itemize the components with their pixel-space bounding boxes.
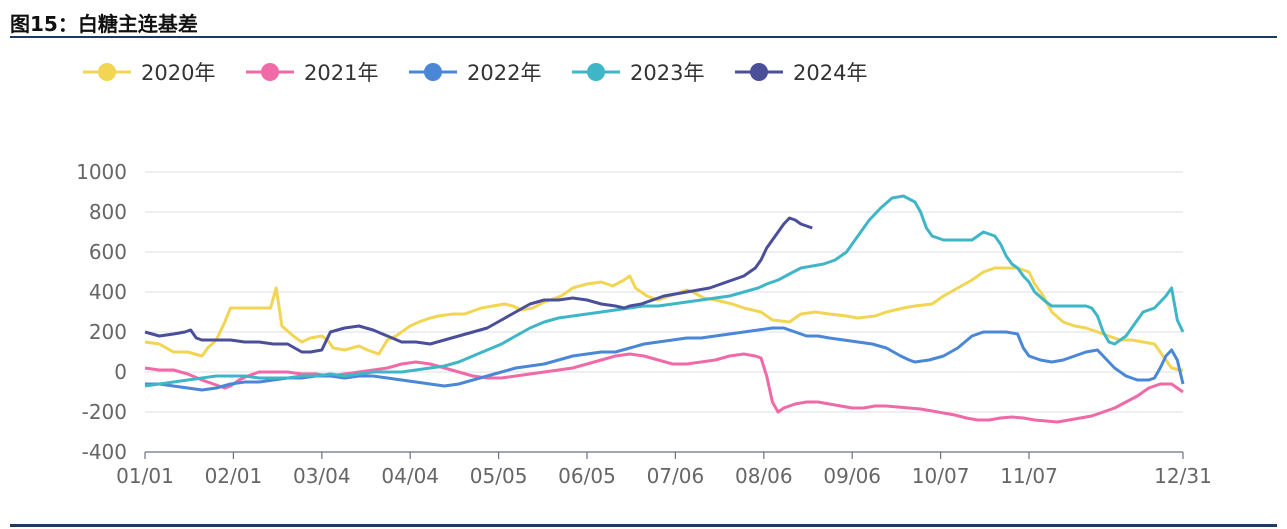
y-tick-label: 600 <box>89 240 127 264</box>
x-tick-label: 06/05 <box>558 464 616 488</box>
x-tick-label: 09/06 <box>823 464 881 488</box>
legend-swatch-dot <box>98 63 116 81</box>
legend-swatch-dot <box>261 63 279 81</box>
legend-item-1[interactable]: 2021年 <box>246 61 378 85</box>
legend-swatch-dot <box>587 63 605 81</box>
series-line-3 <box>144 194 1185 388</box>
x-tick-label: 10/07 <box>912 464 970 488</box>
x-tick-label: 12/31 <box>1154 464 1212 488</box>
x-tick-label: 11/07 <box>1000 464 1058 488</box>
x-tick-label: 02/01 <box>205 464 263 488</box>
legend-swatch-dot <box>750 63 768 81</box>
series-layer <box>144 194 1185 424</box>
legend-item-4[interactable]: 2024年 <box>735 61 867 85</box>
x-tick-label: 03/04 <box>293 464 351 488</box>
y-tick-label: -200 <box>82 400 127 424</box>
page-title: 图15：白糖主连基差 <box>10 12 198 36</box>
axes: -400 -200 0 200 400 600 800 1000 01/01 02/01 03/04… <box>76 160 1212 488</box>
legend-item-0[interactable]: 2020年 <box>83 61 215 85</box>
series-line-2 <box>145 326 1185 392</box>
legend-label: 2024年 <box>793 61 867 85</box>
y-tick-label: 1000 <box>76 160 127 184</box>
legend-swatch-dot <box>424 63 442 81</box>
x-tick-label: 08/06 <box>735 464 793 488</box>
series-line-4 <box>144 216 813 354</box>
legend-item-2[interactable]: 2022年 <box>409 61 541 85</box>
y-tick-label: -400 <box>82 440 127 464</box>
x-tick-label: 07/06 <box>647 464 705 488</box>
x-tick-label: 01/01 <box>116 464 174 488</box>
x-tick-label: 04/04 <box>381 464 439 488</box>
footer-rule <box>10 524 1277 527</box>
series-line-0 <box>144 266 1183 372</box>
x-tick-label: 05/05 <box>470 464 528 488</box>
legend-label: 2023年 <box>630 61 704 85</box>
legend-item-3[interactable]: 2023年 <box>572 61 704 85</box>
header: 图15：白糖主连基差 <box>10 6 1277 38</box>
legend-label: 2020年 <box>141 61 215 85</box>
y-tick-label: 200 <box>89 320 127 344</box>
y-tick-label: 400 <box>89 280 127 304</box>
legend: 2020年 2021年 2022年 2023年 2024年 <box>83 61 867 85</box>
legend-label: 2022年 <box>467 61 541 85</box>
y-tick-label: 0 <box>114 360 127 384</box>
legend-label: 2021年 <box>304 61 378 85</box>
y-tick-label: 800 <box>89 200 127 224</box>
